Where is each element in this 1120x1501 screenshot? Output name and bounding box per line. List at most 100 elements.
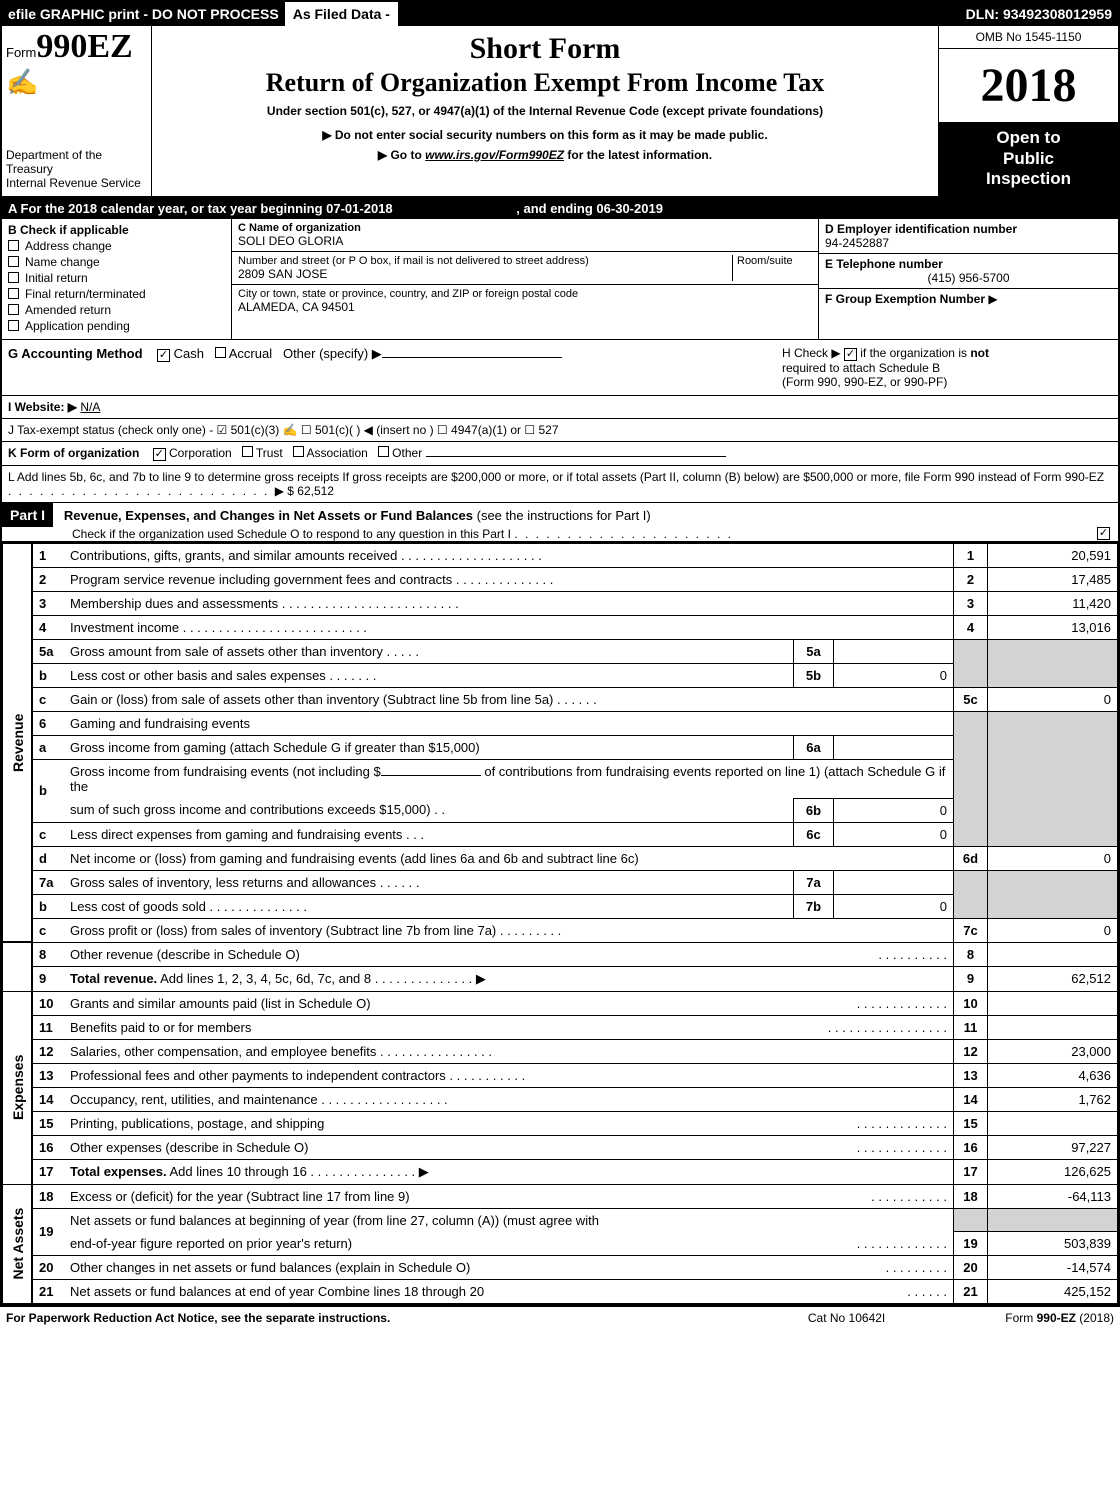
- chk-accrual[interactable]: [215, 347, 226, 358]
- l-arrow: ▶ $: [275, 484, 298, 498]
- ln-11: 11: [32, 1015, 64, 1039]
- form-label: Form990EZ: [6, 32, 147, 63]
- section-a-prefix: A For the 2018 calendar year, or tax yea…: [8, 201, 326, 216]
- num-15: 15: [954, 1111, 988, 1135]
- arrow-9: ▶: [476, 971, 486, 987]
- amt-6d: 0: [988, 846, 1118, 870]
- revenue-spacer: [3, 942, 33, 991]
- desc-5c: Gain or (loss) from sale of assets other…: [70, 692, 553, 707]
- num-20: 20: [954, 1256, 988, 1280]
- boxamt-6c: 0: [834, 822, 954, 846]
- go-to-line: ▶ Go to www.irs.gov/Form990EZ for the la…: [162, 148, 928, 162]
- ein: 94-2452887: [825, 236, 1112, 250]
- 6b-blank[interactable]: [381, 775, 481, 776]
- amt-12: 23,000: [988, 1039, 1118, 1063]
- desc-21: Net assets or fund balances at end of ye…: [70, 1284, 484, 1299]
- boxamt-5a: [834, 639, 954, 663]
- chk-corp[interactable]: ✓: [153, 448, 166, 461]
- amt-10: [988, 991, 1118, 1015]
- k-corp: Corporation: [169, 446, 232, 460]
- form-number: 990EZ: [36, 28, 132, 65]
- ln-16: 16: [32, 1135, 64, 1159]
- boxamt-5b: 0: [834, 663, 954, 687]
- g-other-input[interactable]: [382, 357, 562, 358]
- chk-final-return[interactable]: [8, 288, 19, 299]
- chk-address-change[interactable]: [8, 240, 19, 251]
- ln-3: 3: [32, 591, 64, 615]
- k-other-input[interactable]: [426, 456, 726, 457]
- chk-parti-scho[interactable]: ✓: [1097, 527, 1110, 540]
- box-7a: 7a: [794, 870, 834, 894]
- num-13: 13: [954, 1063, 988, 1087]
- footer-catno: Cat No 10642I: [808, 1311, 885, 1325]
- desc-9-rest: Add lines 1, 2, 3, 4, 5c, 6d, 7c, and 8: [160, 971, 371, 986]
- chk-trust[interactable]: [242, 446, 253, 457]
- topbar-spacer: [402, 2, 960, 26]
- num-5c: 5c: [954, 687, 988, 711]
- chk-name-change[interactable]: [8, 256, 19, 267]
- chk-cash[interactable]: ✓: [157, 349, 170, 362]
- amt-3: 11,420: [988, 591, 1118, 615]
- ln-17: 17: [32, 1159, 64, 1184]
- ln-5b: b: [32, 663, 64, 687]
- desc-4: Investment income: [70, 620, 179, 635]
- chk-other-org[interactable]: [378, 446, 389, 457]
- section-a-bar: A For the 2018 calendar year, or tax yea…: [2, 198, 1118, 219]
- topbar-dln: DLN: 93492308012959: [960, 2, 1118, 26]
- ln-6b: b: [32, 759, 64, 822]
- num-14: 14: [954, 1087, 988, 1111]
- b-item-2: Initial return: [25, 271, 88, 285]
- boxamt-6a: [834, 735, 954, 759]
- desc-10: Grants and similar amounts paid (list in…: [70, 996, 371, 1011]
- boxamt-7a: [834, 870, 954, 894]
- goto-suffix: for the latest information.: [564, 148, 712, 162]
- short-form-title: Short Form: [162, 32, 928, 66]
- k-trust: Trust: [256, 446, 283, 460]
- section-a-end: 06-30-2019: [596, 201, 663, 216]
- desc-6b-3: sum of such gross income and contributio…: [70, 802, 431, 817]
- desc-20: Other changes in net assets or fund bala…: [70, 1260, 470, 1275]
- g-cash: Cash: [174, 346, 204, 361]
- revenue-side-label: Revenue: [3, 543, 33, 942]
- ln-10: 10: [32, 991, 64, 1015]
- l-text: L Add lines 5b, 6c, and 7b to line 9 to …: [8, 470, 1104, 484]
- desc-6a: Gross income from gaming (attach Schedul…: [70, 740, 480, 755]
- amt-5c: 0: [988, 687, 1118, 711]
- chk-h[interactable]: ✓: [844, 348, 857, 361]
- num-2: 2: [954, 567, 988, 591]
- desc-5b: Less cost or other basis and sales expen…: [70, 668, 326, 683]
- form-prefix: Form: [6, 45, 36, 60]
- num-17: 17: [954, 1159, 988, 1184]
- num-10: 10: [954, 991, 988, 1015]
- ln-18: 18: [32, 1184, 64, 1208]
- part-i-sub: Check if the organization used Schedule …: [72, 527, 511, 541]
- h-line2: required to attach Schedule B: [782, 361, 1112, 375]
- goto-prefix: ▶ Go to: [378, 148, 425, 162]
- grey-6: [954, 711, 988, 846]
- footer-left: For Paperwork Reduction Act Notice, see …: [6, 1311, 808, 1325]
- ln-5c: c: [32, 687, 64, 711]
- k-label: K Form of organization: [8, 446, 139, 460]
- desc-14: Occupancy, rent, utilities, and maintena…: [70, 1092, 318, 1107]
- chk-initial-return[interactable]: [8, 272, 19, 283]
- num-9: 9: [954, 966, 988, 991]
- arrow-17: ▶: [419, 1164, 429, 1180]
- desc-18: Excess or (deficit) for the year (Subtra…: [70, 1189, 410, 1204]
- grey-6-amt: [988, 711, 1118, 846]
- chk-amended-return[interactable]: [8, 304, 19, 315]
- chk-assoc[interactable]: [293, 446, 304, 457]
- num-16: 16: [954, 1135, 988, 1159]
- box-5b: 5b: [794, 663, 834, 687]
- chk-application-pending[interactable]: [8, 320, 19, 331]
- ln-19: 19: [32, 1208, 64, 1256]
- box-6b: 6b: [794, 798, 834, 822]
- l-amount: 62,512: [297, 484, 334, 498]
- part-i-title: Revenue, Expenses, and Changes in Net As…: [57, 508, 651, 523]
- j-line: J Tax-exempt status (check only one) - ☑…: [2, 419, 1118, 442]
- amt-13: 4,636: [988, 1063, 1118, 1087]
- amt-8: [988, 942, 1118, 966]
- amt-7c: 0: [988, 918, 1118, 942]
- goto-link[interactable]: www.irs.gov/Form990EZ: [425, 148, 564, 162]
- grey-19: [954, 1208, 988, 1232]
- num-3: 3: [954, 591, 988, 615]
